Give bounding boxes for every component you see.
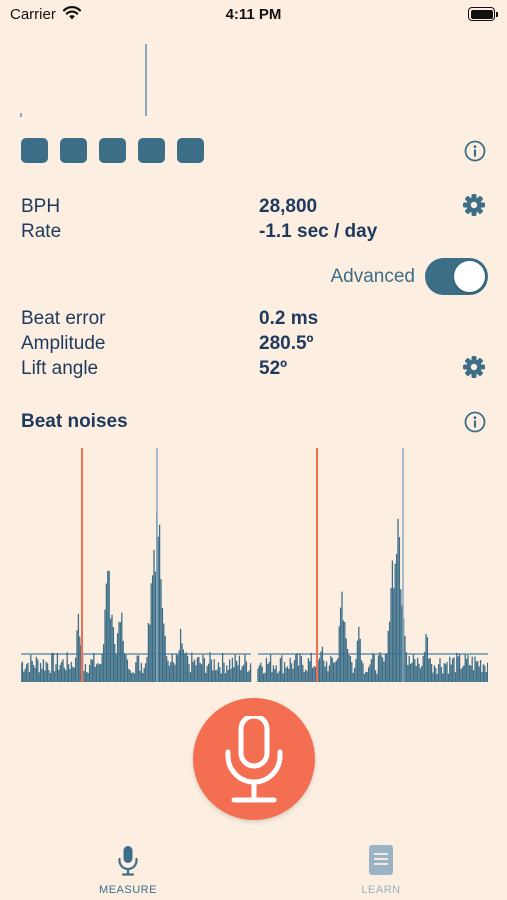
beat-error-label: Beat error [21, 308, 106, 329]
amplitude-value: 280.5º [259, 333, 314, 354]
wifi-icon [62, 6, 82, 20]
advanced-label: Advanced [330, 266, 415, 287]
toggle-knob [454, 261, 485, 292]
clock: 4:11 PM [225, 6, 282, 23]
record-button[interactable] [193, 698, 315, 820]
info-icon[interactable] [464, 411, 486, 433]
beat-square [60, 138, 87, 163]
tab-bar: MEASURE LEARN [0, 838, 507, 900]
beat-noise-waveform [21, 446, 488, 686]
tab-learn-label: LEARN [361, 884, 401, 896]
beat-noises-title: Beat noises [21, 411, 128, 432]
beat-square [177, 138, 204, 163]
bph-value: 28,800 [259, 196, 318, 217]
waveform-graph [21, 448, 488, 682]
microphone-icon [118, 846, 138, 876]
beat-square [138, 138, 165, 163]
lift-angle-value: 52º [259, 358, 288, 379]
document-icon [369, 845, 393, 875]
beat-error-value: 0.2 ms [259, 308, 319, 329]
carrier-label: Carrier [10, 6, 56, 23]
microphone-icon [225, 716, 283, 803]
gear-icon[interactable] [462, 355, 486, 379]
rate-value: -1.1 sec / day [259, 221, 378, 242]
advanced-toggle[interactable] [425, 258, 488, 295]
status-bar: Carrier 4:11 PM [0, 0, 507, 30]
tab-learn[interactable]: LEARN [311, 838, 451, 900]
waveform-right [257, 448, 488, 682]
tab-measure[interactable]: MEASURE [58, 838, 198, 900]
tick-indicator-line [145, 44, 147, 116]
tick-indicator-dot [20, 113, 22, 117]
beat-indicator [21, 138, 204, 163]
tab-measure-label: MEASURE [99, 884, 157, 896]
beat-square [21, 138, 48, 163]
bph-label: BPH [21, 196, 61, 217]
gear-icon[interactable] [462, 193, 486, 217]
rate-label: Rate [21, 221, 62, 242]
waveform-left [21, 448, 252, 682]
battery-icon [468, 7, 498, 21]
amplitude-label: Amplitude [21, 333, 106, 354]
info-icon[interactable] [464, 140, 486, 162]
beat-square [99, 138, 126, 163]
lift-angle-label: Lift angle [21, 358, 99, 379]
